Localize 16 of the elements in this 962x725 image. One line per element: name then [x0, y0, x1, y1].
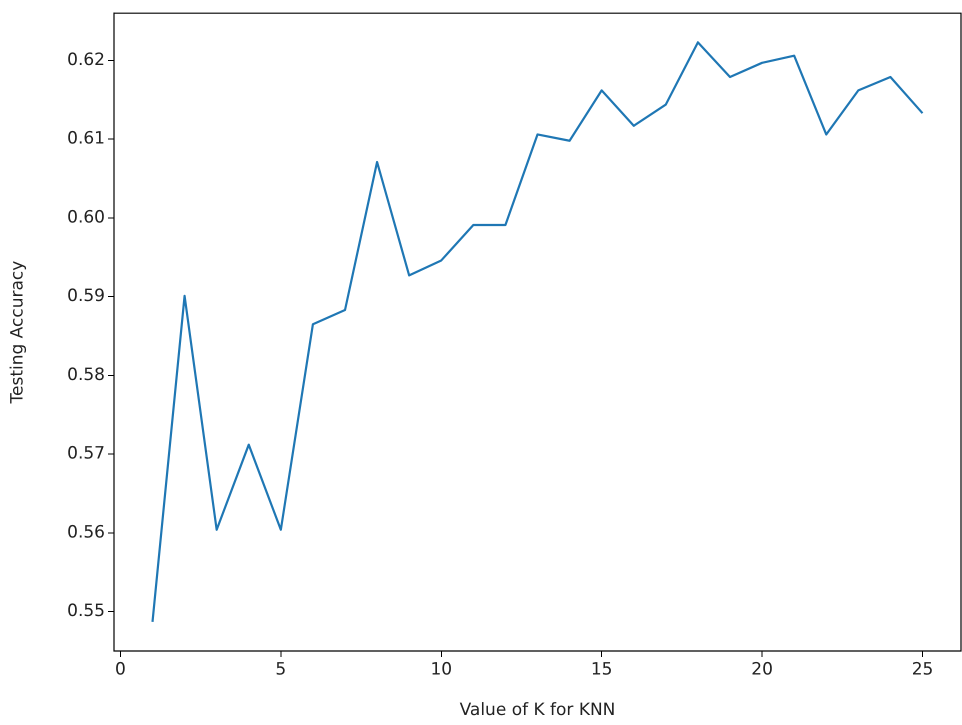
y-tick-label: 0.62 — [67, 50, 105, 70]
y-tick-label: 0.61 — [67, 128, 105, 149]
y-tick-label: 0.55 — [67, 601, 105, 622]
y-tick-label: 0.58 — [67, 364, 105, 385]
y-tick-label: 0.57 — [67, 444, 105, 464]
x-tick-label: 20 — [751, 660, 773, 680]
y-tick-label: 0.59 — [67, 286, 105, 306]
x-tick-label: 10 — [430, 660, 452, 680]
x-tick-label: 5 — [275, 660, 286, 680]
x-axis-title: Value of K for KNN — [460, 700, 616, 720]
x-tick-label: 0 — [115, 660, 126, 680]
x-tick-label: 15 — [590, 660, 612, 680]
y-axis-title: Testing Accuracy — [8, 260, 28, 404]
x-tick-label: 25 — [912, 660, 934, 680]
y-tick-label: 0.56 — [67, 522, 105, 542]
y-tick-label: 0.60 — [67, 207, 105, 228]
